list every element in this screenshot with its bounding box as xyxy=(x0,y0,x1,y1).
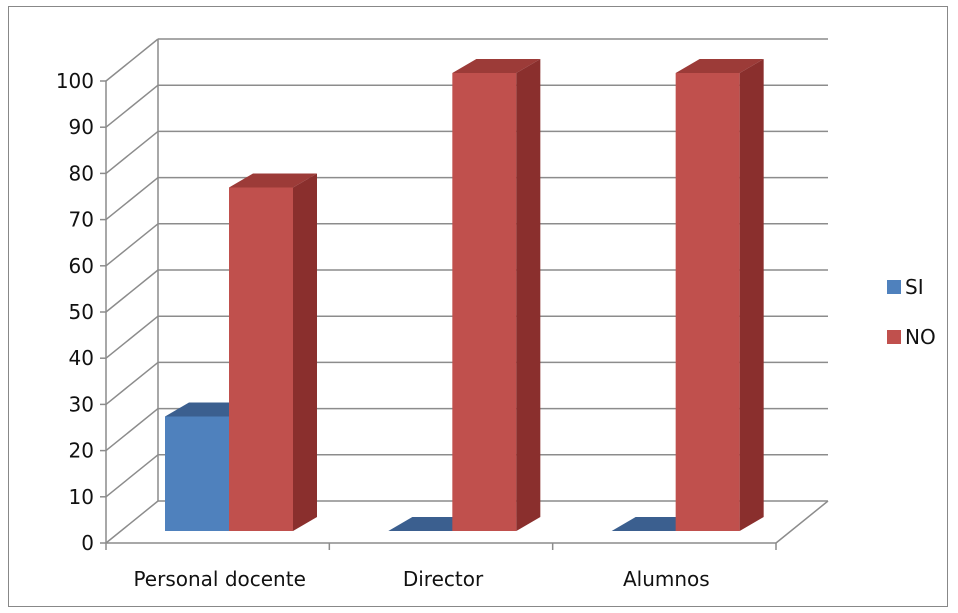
gridline-side xyxy=(105,408,159,452)
bars xyxy=(165,59,764,531)
bar-top-face xyxy=(675,59,764,73)
gridline-side xyxy=(105,454,159,498)
bar-top-face xyxy=(452,59,541,73)
legend-swatch xyxy=(887,280,901,294)
x-tick-label: Alumnos xyxy=(623,567,710,591)
y-tick-label: 40 xyxy=(69,346,94,370)
y-tick-label: 50 xyxy=(69,300,94,324)
bar-side-face xyxy=(293,173,317,531)
y-tick-labels: 0 10 20 30 40 50 60 70 80 90 100 xyxy=(56,69,94,555)
gridline-side xyxy=(105,315,159,359)
y-tick-label: 30 xyxy=(69,392,94,416)
bar-front-face xyxy=(675,73,740,531)
gridline-side xyxy=(105,84,159,128)
bar-front-face xyxy=(452,73,517,531)
legend-label: NO xyxy=(905,325,936,349)
floor-right-edge xyxy=(775,500,829,544)
y-tick-label: 80 xyxy=(69,161,94,185)
legend-label: SI xyxy=(905,275,924,299)
x-tick-label: Director xyxy=(403,567,484,591)
bar-side-face xyxy=(516,59,541,531)
gridline-side xyxy=(105,361,159,405)
gridline-side xyxy=(105,500,159,544)
y-tick-label: 10 xyxy=(69,485,94,509)
bar-front-face xyxy=(229,187,293,531)
bar-side-face xyxy=(739,59,764,531)
gridline-side xyxy=(105,130,159,174)
gridline-side xyxy=(105,269,159,313)
x-tick-labels: Personal docente Director Alumnos xyxy=(133,567,709,591)
gridline-side xyxy=(105,38,159,82)
y-tick-label: 20 xyxy=(69,439,94,463)
bar-top-face xyxy=(229,173,317,188)
gridline-side xyxy=(105,177,159,221)
y-tick-label: 70 xyxy=(69,208,94,232)
bar-front-face xyxy=(165,416,229,531)
bar-no xyxy=(229,173,317,531)
y-tick-label: 100 xyxy=(56,69,94,93)
bar-no xyxy=(675,59,764,531)
x-tick-label: Personal docente xyxy=(133,567,305,591)
bar-no xyxy=(452,59,541,531)
gridline-side xyxy=(105,223,159,267)
y-tick-label: 60 xyxy=(69,254,94,278)
y-tick-label: 0 xyxy=(81,531,94,555)
legend-swatch xyxy=(887,330,901,344)
y-tick-label: 90 xyxy=(69,115,94,139)
legend-item-si: SI xyxy=(887,275,924,299)
legend-item-no: NO xyxy=(887,325,936,349)
legend: SI NO xyxy=(887,275,936,349)
